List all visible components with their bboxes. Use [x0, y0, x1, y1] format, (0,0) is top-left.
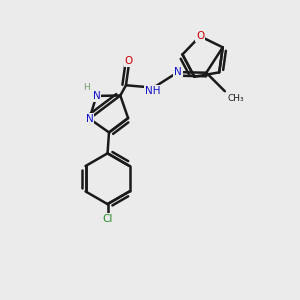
Text: N: N — [174, 67, 182, 76]
Text: H: H — [83, 83, 90, 92]
Text: CH₃: CH₃ — [227, 94, 244, 103]
Text: NH: NH — [145, 86, 160, 96]
Text: O: O — [196, 31, 204, 41]
Text: Cl: Cl — [102, 214, 113, 224]
Text: O: O — [125, 56, 133, 66]
Text: N: N — [93, 91, 100, 101]
Text: N: N — [85, 114, 93, 124]
